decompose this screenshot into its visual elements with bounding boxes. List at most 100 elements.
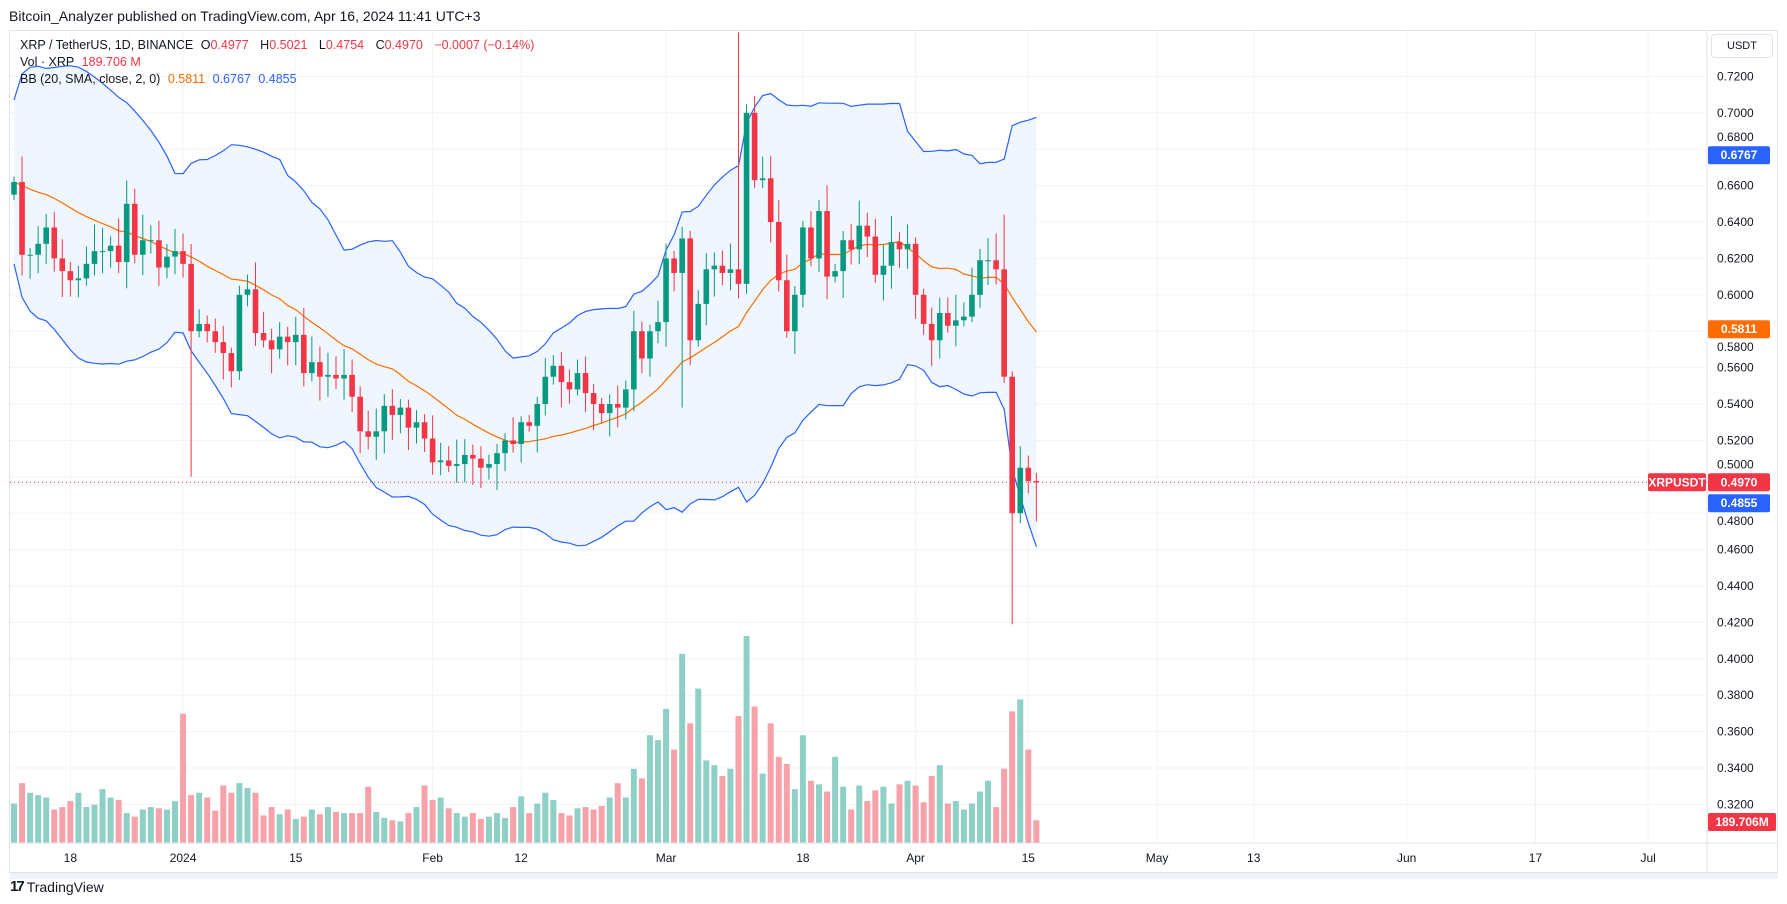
candle [478, 446, 484, 489]
volume-bar [421, 785, 428, 843]
volume-bar [494, 813, 500, 843]
candle [671, 250, 677, 292]
volume-bar [542, 792, 549, 843]
candle-body [961, 316, 967, 321]
candle [590, 383, 597, 430]
volume-bar [977, 791, 983, 843]
candle-body [486, 464, 492, 468]
volume-bar [11, 803, 17, 843]
bb-lower-line [13, 263, 1037, 547]
volume-bar [703, 760, 710, 843]
candle [864, 212, 871, 258]
candle [462, 439, 468, 483]
candle [11, 176, 17, 201]
volume-bar [727, 768, 734, 843]
candle [832, 263, 838, 283]
candle-body [309, 362, 315, 374]
candle [284, 326, 291, 366]
candle-body [131, 203, 138, 255]
price-badges: 0.6767 0.5811 0.4855 XRPUSDT 0.4970 189.706M [1648, 146, 1776, 831]
volume-bar [534, 803, 541, 843]
candle [260, 311, 267, 348]
currency-button[interactable]: USDT [1711, 34, 1773, 58]
volume-bar [928, 775, 935, 843]
volume-bar [284, 809, 291, 843]
candle [421, 414, 428, 452]
tradingview-logo[interactable]: 17 TradingView [10, 878, 104, 895]
candle [180, 233, 186, 278]
candle [131, 188, 138, 264]
candle-body [904, 243, 911, 250]
candle [437, 442, 444, 476]
volume-bar [864, 801, 871, 843]
candle-body [252, 289, 259, 334]
last-price-badge-bg [1708, 473, 1770, 492]
candle [429, 415, 436, 475]
candle [896, 232, 903, 268]
candle-body [711, 265, 718, 270]
candle [985, 238, 991, 286]
volume-bar [220, 785, 227, 843]
candle-body [953, 320, 959, 326]
candle-body [598, 404, 605, 414]
candle [767, 155, 774, 243]
candle-body [518, 422, 524, 445]
volume-bar [252, 792, 259, 843]
candle [486, 454, 492, 480]
time-axis: 18 2024 15 Feb 12 Mar 18 Apr 15 May 13 Jun 17 Jul [10, 842, 1778, 879]
candle [574, 359, 581, 396]
open-label: O [200, 38, 211, 52]
candle-body [236, 294, 243, 372]
candle-body [317, 362, 323, 377]
candle [115, 218, 122, 274]
candle [67, 262, 74, 297]
time-tick-label: 17 [1529, 851, 1543, 865]
candle [325, 352, 331, 397]
candle [445, 446, 452, 473]
volume-bar [27, 792, 34, 843]
volume-bar [807, 780, 814, 843]
candle [977, 248, 983, 308]
candle-body [687, 238, 693, 341]
time-tick-label: Apr [906, 851, 925, 865]
candle-body [550, 365, 557, 377]
symbol-badge: XRPUSDT [1648, 475, 1706, 489]
high-label: H [260, 38, 270, 52]
volume-bar [188, 795, 195, 843]
price-tick-label: 0.6000 [1717, 288, 1754, 302]
tradingview-logo-icon: 17 [10, 878, 25, 895]
candle-body [977, 260, 983, 295]
volume-bar [880, 786, 887, 843]
candle [453, 439, 460, 483]
close-value: 0.4970 [384, 38, 423, 52]
volume-bar [276, 814, 283, 843]
volume-bar [655, 740, 661, 843]
bb-upper-line [13, 65, 1037, 359]
time-tick-label: 15 [1022, 851, 1036, 865]
volume-bar [155, 808, 162, 843]
candle-body [389, 405, 396, 415]
candle [389, 389, 396, 441]
volume-bar [260, 815, 267, 843]
candle-body [703, 269, 710, 304]
price-tick-label: 0.3600 [1717, 725, 1754, 739]
volume-bar [228, 792, 235, 843]
volume-bar [83, 807, 90, 843]
candle-body [671, 258, 677, 273]
volume-bar [453, 813, 460, 843]
price-tick-label: 0.5400 [1717, 397, 1754, 411]
candle [107, 236, 114, 268]
volume-bar [59, 807, 66, 843]
candle [99, 227, 106, 274]
candle-body [582, 373, 589, 394]
candle-body [43, 227, 49, 244]
volume-bar [622, 797, 629, 843]
volume-bar [816, 784, 822, 843]
candle [35, 226, 41, 274]
candle [695, 290, 702, 347]
volume-value: 189.706 M [81, 55, 141, 69]
volume-bar [944, 803, 951, 843]
volume-bar [518, 796, 525, 843]
candle-body [445, 460, 452, 466]
